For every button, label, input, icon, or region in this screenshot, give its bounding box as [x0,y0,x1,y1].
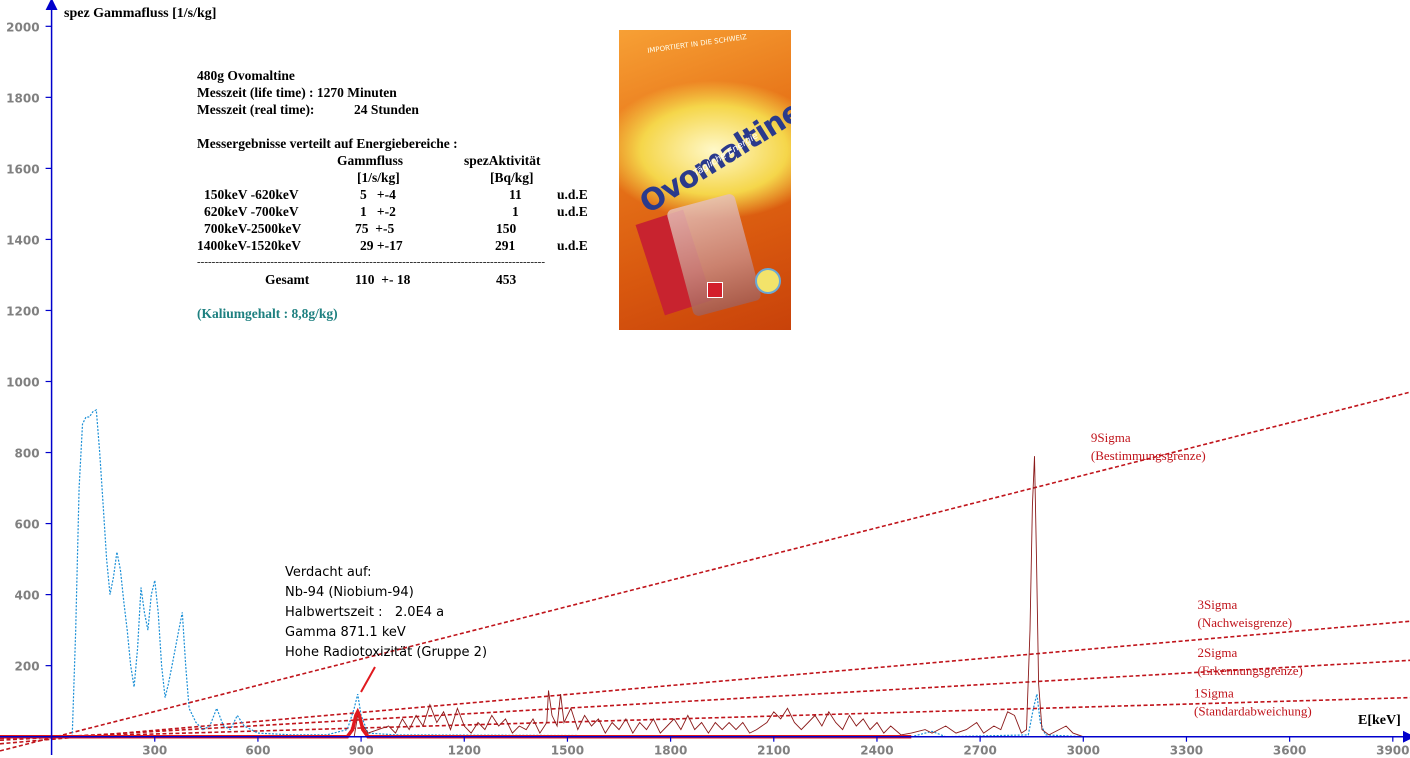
y-tick-label: 1600 [6,162,39,176]
x-tick-label: 1200 [448,744,481,758]
sigma-sublabel: (Erkennungsgrenze) [1197,663,1302,678]
annotation-line: Hohe Radiotoxizität (Gruppe 2) [285,645,488,660]
x-tick-label: 3600 [1273,744,1306,758]
row-range: 620keV -700keV [204,204,299,219]
row-range: 150keV -620keV [204,187,299,202]
row-activity: 291 [495,238,516,253]
x-tick-label: 300 [142,744,167,758]
ovomaltine-package-image: IMPORTIERT IN DIE SCHWEIZ Ovomaltine Täg… [619,30,791,330]
package-top-text: IMPORTIERT IN DIE SCHWEIZ [646,33,748,55]
sigma-sublabel: (Bestimmungsgrenze) [1091,448,1206,463]
info-real-time-value: 24 Stunden [354,102,419,117]
nb94-annotation: Verdacht auf: Nb-94 (Niobium-94) Halbwer… [285,563,487,663]
spectrum-series [0,707,912,739]
row-flux: 5 +-4 [360,187,396,202]
row-activity: 1 [512,204,519,219]
row-note: u.d.E [557,187,588,202]
annotation-line: Halbwertszeit : 2.0E4 a [285,605,445,620]
sigma-line [0,391,1410,752]
y-tick-label: 400 [15,589,40,603]
x-tick-label: 1500 [551,744,584,758]
info-real-time-label: Messzeit (real time): [197,102,315,117]
x-tick-label: 2400 [860,744,893,758]
x-tick-label: 3900 [1376,744,1409,758]
row-activity: 150 [496,221,517,236]
annotation-line: Nb-94 (Niobium-94) [285,585,414,600]
annotation-pointer [360,666,376,693]
x-tick-label: 2100 [757,744,790,758]
package-swoosh [619,80,791,220]
y-tick-label: 1800 [6,91,39,105]
annotation-line: Gamma 871.1 keV [285,625,406,640]
col-flux-unit: [1/s/kg] [357,170,400,185]
x-tick-label: 3000 [1067,744,1100,758]
x-tick-label: 900 [349,744,374,758]
y-tick-label: 800 [15,447,40,461]
x-tick-label: 3300 [1170,744,1203,758]
measurement-info: 480g Ovomaltine Messzeit (life time) : 1… [197,67,588,322]
sigma-label: 9Sigma [1091,430,1131,445]
y-tick-label: 1400 [6,233,39,247]
x-tick-label: 600 [245,744,270,758]
y-axis-label: spez Gammafluss [1/s/kg] [64,6,216,21]
row-note: u.d.E [557,204,588,219]
y-tick-label: 1200 [6,304,39,318]
row-flux: 75 +-5 [355,221,395,236]
info-life-time: Messzeit (life time) : 1270 Minuten [197,85,397,100]
row-flux: 29 +-17 [360,238,403,253]
col-activity-unit: [Bq/kg] [490,170,534,185]
y-tick-label: 2000 [6,20,39,34]
spectrum-series [71,408,1084,738]
info-title: 480g Ovomaltine [197,68,295,83]
spectrum-series [353,456,1084,738]
sigma-sublabel: (Nachweisgrenze) [1197,615,1292,630]
x-tick-label: 1800 [654,744,687,758]
sigma-sublabel: (Standardabweichung) [1194,704,1312,719]
annotation-line: Verdacht auf: [285,565,372,580]
distribution-title: Messergebnisse verteilt auf Energieberei… [197,136,458,151]
row-note: u.d.E [557,238,588,253]
total-activity: 453 [496,272,517,287]
y-tick-label: 600 [15,518,40,532]
swiss-cross-icon [707,282,723,298]
sigma-label: 2Sigma [1197,645,1237,660]
x-axis-label: E[keV] [1358,713,1401,728]
package-badge-icon [755,268,781,294]
row-range: 700keV-2500keV [204,221,302,236]
x-tick-label: 2700 [963,744,996,758]
potassium-content: (Kaliumgehalt : 8,8g/kg) [197,306,338,321]
row-flux: 1 +-2 [360,204,396,219]
col-flux-header: Gammfluss [337,153,404,168]
y-tick-label: 1000 [6,376,39,390]
sigma-label: 3Sigma [1197,597,1237,612]
table-divider: ----------------------------------------… [197,256,545,268]
row-activity: 11 [509,187,522,202]
col-activity-header: spezAktivität [464,153,541,168]
sigma-line [0,696,1410,740]
sigma-line [0,659,1410,742]
total-label: Gesamt [265,272,310,287]
row-range: 1400keV-1520keV [197,238,301,253]
y-tick-label: 200 [15,660,40,674]
total-flux: 110 +- 18 [355,272,411,287]
sigma-label: 1Sigma [1194,686,1234,701]
sigma-line [0,620,1410,745]
